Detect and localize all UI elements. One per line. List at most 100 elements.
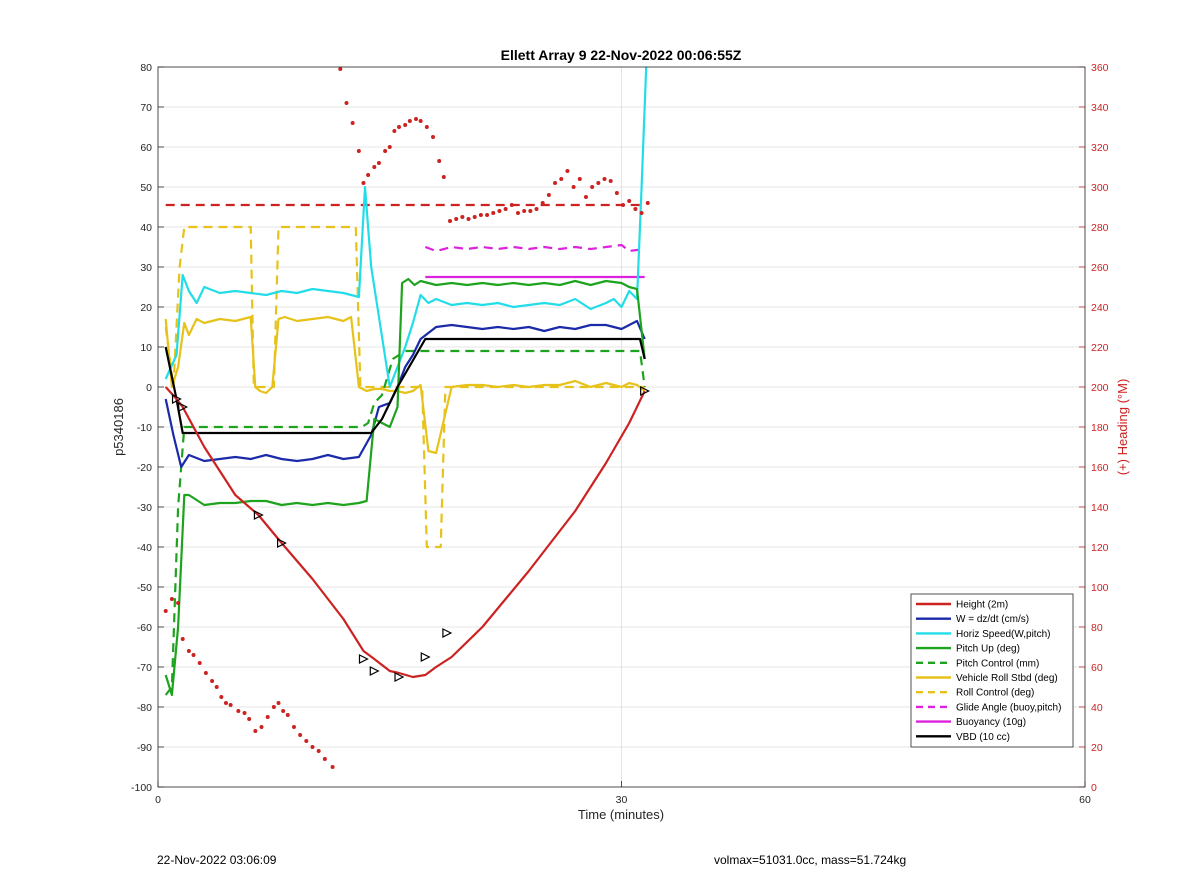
- x-tick-label: 60: [1079, 794, 1091, 806]
- heading-point: [414, 117, 419, 121]
- y-tick-label: 40: [140, 222, 152, 234]
- axes: -100-90-80-70-60-50-40-30-20-10010203040…: [131, 62, 1109, 806]
- series-line-0: [164, 386, 646, 679]
- legend-entry: Roll Control (deg): [956, 688, 1034, 699]
- legend-entry: W = dz/dt (cm/s): [956, 614, 1029, 625]
- y2-tick-label: 100: [1091, 582, 1109, 594]
- heading-point: [310, 745, 315, 749]
- heading-point: [460, 215, 465, 219]
- y2-tick-label: 20: [1091, 742, 1103, 754]
- legend-entry: Height (2m): [956, 600, 1008, 611]
- heading-point: [614, 191, 619, 195]
- y2-tick-label: 240: [1091, 302, 1109, 314]
- y2-tick-label: 360: [1091, 62, 1109, 74]
- heading-point: [366, 173, 371, 177]
- heading-point: [276, 701, 281, 705]
- y-tick-label: 0: [146, 382, 152, 394]
- heading-point: [497, 209, 502, 213]
- heading-point: [298, 733, 303, 737]
- heading-point: [169, 597, 174, 601]
- heading-point: [176, 601, 181, 605]
- height-marker: [442, 628, 453, 638]
- height-marker: [178, 402, 189, 412]
- heading-point: [534, 207, 539, 211]
- heading-point: [596, 181, 601, 185]
- heading-point: [291, 725, 296, 729]
- heading-point: [259, 725, 264, 729]
- y-tick-label: 20: [140, 302, 152, 314]
- heading-point: [503, 207, 508, 211]
- series-line-4: [164, 349, 646, 696]
- y-tick-label: 80: [140, 62, 152, 74]
- heading-point: [338, 67, 343, 71]
- heading-point: [528, 209, 533, 213]
- height-marker: [253, 510, 264, 520]
- heading-point: [418, 119, 423, 123]
- heading-point: [546, 193, 551, 197]
- legend-entry: Glide Angle (buoy,pitch): [956, 702, 1061, 713]
- y-axis-label: p5340186: [111, 398, 126, 456]
- y2-tick-label: 320: [1091, 142, 1109, 154]
- series-line-6: [164, 225, 645, 549]
- heading-point: [203, 671, 208, 675]
- heading-point: [197, 661, 202, 665]
- series-line-5: [164, 315, 646, 455]
- y2-tick-label: 140: [1091, 502, 1109, 514]
- legend-entry: Buoyancy (10g): [956, 717, 1026, 728]
- heading-point: [424, 125, 429, 129]
- heading-point: [247, 717, 252, 721]
- heading-point: [281, 709, 286, 713]
- chart-title: Ellett Array 9 22-Nov-2022 00:06:55Z: [501, 47, 742, 63]
- y-tick-label: -60: [137, 622, 152, 634]
- x-axis-label: Time (minutes): [578, 807, 664, 822]
- heading-point: [472, 215, 477, 219]
- heading-point: [485, 213, 490, 217]
- heading-point: [633, 207, 638, 211]
- y-tick-label: -80: [137, 702, 152, 714]
- y-tick-label: -90: [137, 742, 152, 754]
- footer-timestamp: 22-Nov-2022 03:06:09: [157, 853, 277, 867]
- y2-tick-label: 200: [1091, 382, 1109, 394]
- y2-tick-label: 40: [1091, 702, 1103, 714]
- heading-point: [223, 701, 228, 705]
- heading-point: [191, 653, 196, 657]
- heading-point: [219, 695, 224, 699]
- legend-entry: Pitch Up (deg): [956, 644, 1020, 655]
- height-marker: [277, 538, 287, 548]
- height-marker: [358, 654, 369, 664]
- heading-point: [437, 159, 442, 163]
- heading-point: [571, 185, 576, 189]
- y-tick-label: -20: [137, 462, 152, 474]
- height-marker: [640, 386, 651, 396]
- heading-point: [253, 729, 258, 733]
- y2-tick-label: 80: [1091, 622, 1103, 634]
- heading-point: [383, 149, 388, 153]
- heading-point: [372, 165, 377, 169]
- y2-axis-label: (+) Heading (°M): [1115, 379, 1130, 476]
- x-tick-label: 30: [616, 794, 628, 806]
- y2-tick-label: 280: [1091, 222, 1109, 234]
- y-tick-label: 50: [140, 182, 152, 194]
- heading-point: [180, 637, 185, 641]
- heading-point: [565, 169, 570, 173]
- legend-entry: Vehicle Roll Stbd (deg): [956, 673, 1058, 684]
- heading-point: [330, 765, 335, 769]
- y2-tick-label: 120: [1091, 542, 1109, 554]
- heading-point: [509, 203, 514, 207]
- heading-point: [522, 209, 527, 213]
- heading-point: [210, 679, 215, 683]
- legend: Height (2m) W = dz/dt (cm/s) Horiz Speed(W…: [910, 593, 1074, 748]
- legend-entry: Horiz Speed(W,pitch): [956, 629, 1050, 640]
- footer-volmax-mass: volmax=51031.0cc, mass=51.724kg: [714, 853, 907, 867]
- height-marker: [171, 394, 182, 404]
- y2-tick-label: 300: [1091, 182, 1109, 194]
- legend-entry: VBD (10 cc): [956, 732, 1010, 743]
- heading-point: [322, 757, 327, 761]
- y-tick-label: -10: [137, 422, 152, 434]
- heading-point: [304, 739, 309, 743]
- heading-point: [186, 649, 191, 653]
- heading-point: [214, 685, 219, 689]
- heading-point: [608, 179, 613, 183]
- heading-point: [407, 119, 412, 123]
